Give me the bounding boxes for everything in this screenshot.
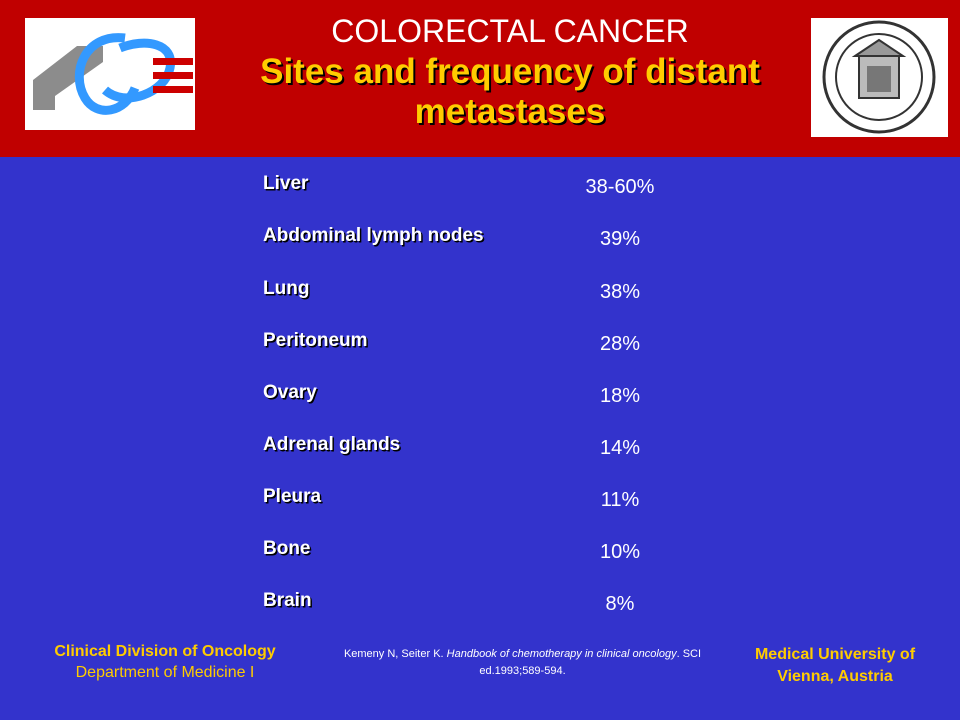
page-title: COLORECTAL CANCER [331, 13, 689, 49]
footer-university-line-1: Medical University of [754, 646, 916, 663]
header-band: COLORECTAL CANCER Sites and frequency of… [0, 0, 960, 157]
site-value-peritoneum: 28% [599, 333, 641, 355]
site-value-liver: 38-60% [585, 176, 655, 198]
site-label-adrenal-glands: Adrenal glands [263, 434, 401, 455]
subtitle-line-2: metastases [414, 92, 606, 131]
citation-title: Handbook of chemotherapy in clinical onc… [446, 648, 677, 660]
site-label-bone: Bone [263, 538, 311, 559]
subtitle-line-1: Sites and frequency of distant [260, 52, 760, 91]
site-label-abdominal-lymph-nodes: Abdominal lymph nodes [263, 225, 484, 246]
page-subtitle: Sites and frequency of distant metastase… [200, 52, 820, 132]
site-label-peritoneum: Peritoneum [263, 330, 368, 351]
footer-university: Medical University of Vienna, Austria [715, 644, 955, 688]
university-seal-logo [811, 18, 948, 137]
site-value-bone: 10% [599, 541, 641, 563]
footer-university-line-2: Vienna, Austria [777, 668, 893, 685]
site-value-pleura: 11% [600, 489, 640, 511]
footer-division: Clinical Division of Oncology Department… [10, 641, 320, 683]
footer-division-name: Clinical Division of Oncology [54, 643, 276, 660]
citation-authors: Kemeny N, Seiter K. [343, 648, 444, 660]
site-label-pleura: Pleura [263, 486, 322, 507]
site-label-brain: Brain [263, 590, 312, 611]
citation-details: SCI ed.1993;589-594. [479, 648, 702, 677]
site-label-liver: Liver [263, 173, 309, 194]
site-value-ovary: 18% [599, 385, 641, 407]
site-value-adrenal-glands: 14% [599, 437, 641, 459]
footer-department-name: Department of Medicine I [75, 664, 255, 681]
site-value-brain: 8% [605, 593, 635, 615]
site-value-abdominal-lymph-nodes: 39% [599, 228, 641, 250]
site-value-lung: 38% [599, 281, 641, 303]
site-label-ovary: Ovary [263, 382, 317, 403]
citation: Kemeny N, Seiter K. Handbook of chemothe… [343, 648, 702, 677]
oncology-logo [25, 18, 195, 130]
site-label-lung: Lung [263, 278, 310, 299]
